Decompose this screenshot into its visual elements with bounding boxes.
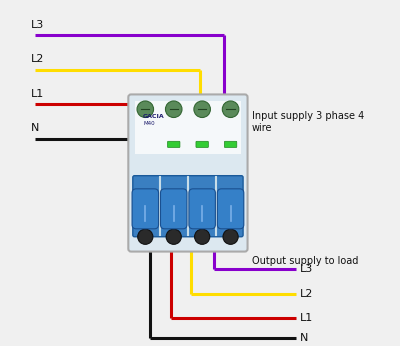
Circle shape	[222, 101, 239, 118]
FancyBboxPatch shape	[160, 189, 187, 229]
FancyBboxPatch shape	[128, 94, 248, 252]
Text: GACIA: GACIA	[143, 113, 165, 119]
FancyBboxPatch shape	[224, 141, 237, 147]
Text: L1: L1	[300, 313, 313, 323]
Text: Output supply to load: Output supply to load	[252, 256, 358, 266]
Text: L1: L1	[31, 89, 44, 99]
Circle shape	[166, 229, 181, 244]
Circle shape	[223, 229, 238, 244]
Circle shape	[194, 229, 210, 244]
Circle shape	[138, 229, 153, 244]
FancyBboxPatch shape	[196, 141, 208, 147]
Text: N: N	[31, 124, 40, 133]
Text: Input supply 3 phase 4
wire: Input supply 3 phase 4 wire	[252, 111, 364, 133]
Circle shape	[194, 101, 210, 118]
Text: L3: L3	[31, 20, 44, 30]
Text: N: N	[300, 334, 308, 344]
Text: M40: M40	[143, 120, 155, 126]
FancyBboxPatch shape	[132, 189, 158, 229]
Text: L2: L2	[300, 289, 313, 299]
FancyBboxPatch shape	[133, 176, 243, 237]
FancyBboxPatch shape	[217, 189, 244, 229]
FancyBboxPatch shape	[189, 189, 215, 229]
Text: L3: L3	[300, 264, 313, 274]
FancyBboxPatch shape	[168, 141, 180, 147]
Circle shape	[137, 101, 154, 118]
Circle shape	[166, 101, 182, 118]
Bar	[134, 101, 241, 154]
Text: L2: L2	[31, 54, 44, 64]
